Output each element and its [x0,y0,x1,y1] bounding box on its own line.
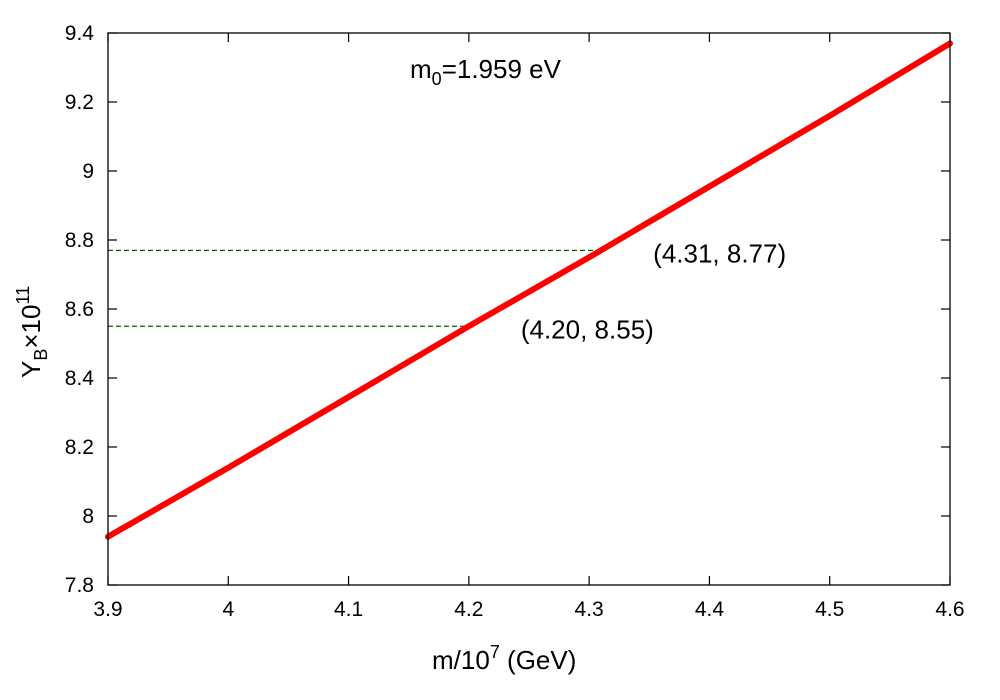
chart-title: m0=1.959 eV [410,54,562,89]
y-tick-label: 8 [82,505,94,528]
point-annotation-2: (4.20, 8.55) [521,314,654,344]
y-tick-label: 8.6 [65,298,94,321]
y-tick-label: 8.4 [65,367,95,390]
y-tick-label: 7.8 [65,574,94,597]
y-tick-label: 9.2 [65,91,94,114]
plot-layer: (4.31, 8.77) (4.20, 8.55) [105,40,953,540]
x-tick-label: 4.3 [575,598,604,621]
x-tick-label: 4.4 [695,598,725,621]
x-axis-label: m/107 (GeV) [432,642,576,675]
ticks-layer: 3.9 4 4.1 4.2 4.3 4.4 4.5 4.6 7.8 8 8.2 8.4 8.6 8.8 9 9… [65,22,965,621]
x-tick-label: 4.2 [454,598,483,621]
plot-frame [107,32,951,586]
x-tick-label: 4.5 [815,598,844,621]
y-tick-label: 9 [82,160,94,183]
point-annotation-1: (4.31, 8.77) [653,238,786,268]
y-axis-label: YB×1011 [13,286,51,378]
data-series-line-1 [105,40,953,540]
y-tick-label: 9.4 [65,22,95,45]
x-tick-label: 4.1 [334,598,363,621]
x-tick-label: 4.6 [935,598,964,621]
y-tick-label: 8.2 [65,436,94,459]
x-tick-label: 3.9 [93,598,122,621]
y-tick-label: 8.8 [65,229,94,252]
x-tick-label: 4 [222,598,234,621]
